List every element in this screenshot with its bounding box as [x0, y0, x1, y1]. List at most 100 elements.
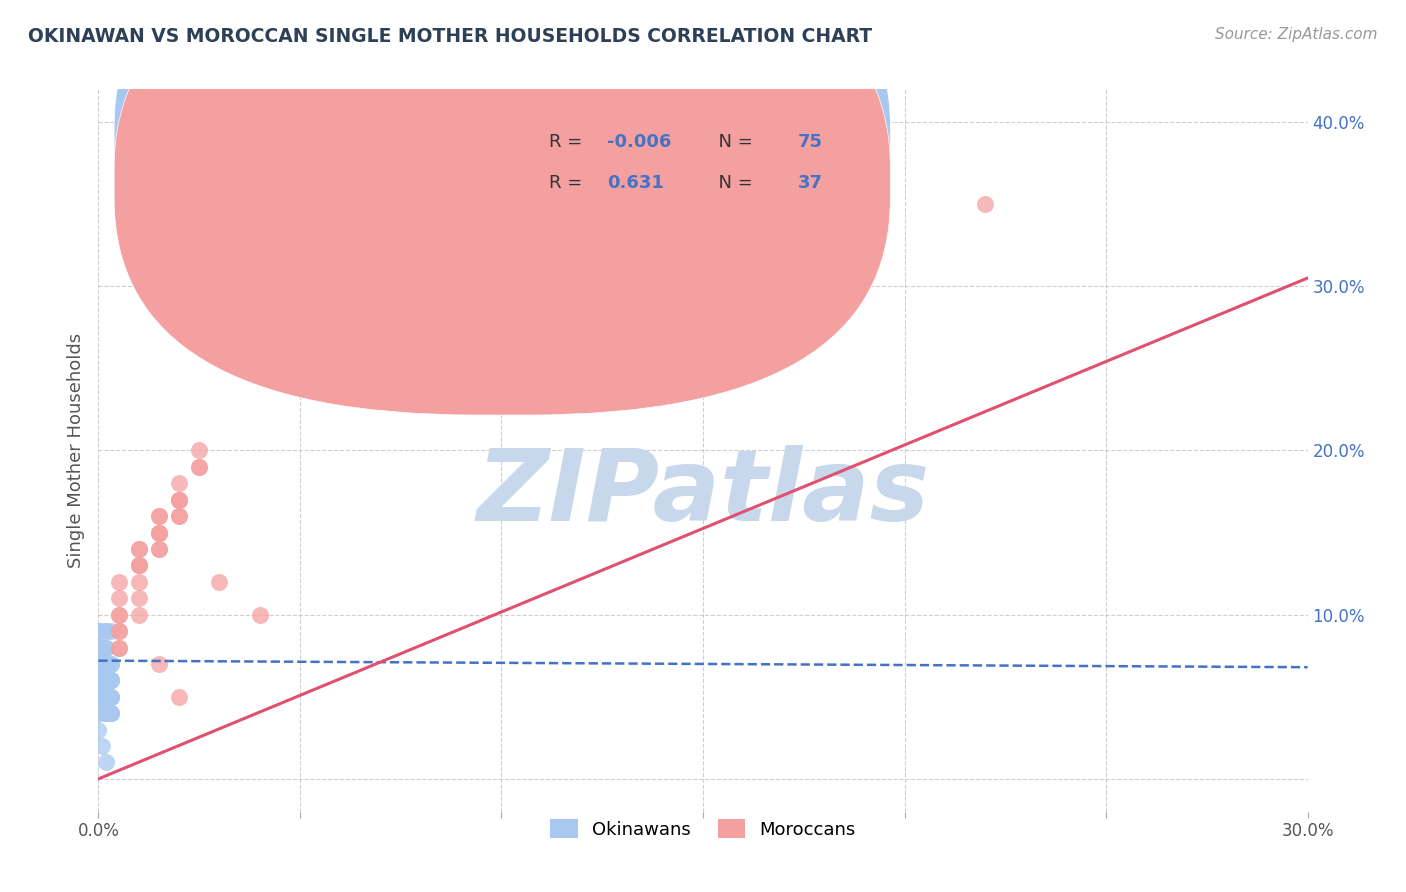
- Point: [148, 525, 170, 540]
- Point: [96, 657, 118, 671]
- Point: [87, 640, 110, 655]
- Point: [91, 640, 114, 655]
- Point: [96, 624, 118, 639]
- Point: [91, 640, 114, 655]
- Point: [167, 509, 190, 524]
- Point: [87, 673, 110, 688]
- Point: [87, 624, 110, 639]
- Point: [87, 657, 110, 671]
- Point: [91, 657, 114, 671]
- Point: [107, 640, 129, 655]
- Point: [96, 690, 118, 704]
- Point: [148, 525, 170, 540]
- Point: [96, 673, 118, 688]
- Point: [167, 509, 190, 524]
- Point: [96, 756, 118, 770]
- Point: [87, 624, 110, 639]
- Point: [96, 657, 118, 671]
- Point: [87, 624, 110, 639]
- Point: [107, 607, 129, 622]
- Point: [128, 558, 150, 573]
- Text: N =: N =: [707, 174, 758, 192]
- Point: [91, 640, 114, 655]
- Point: [107, 624, 129, 639]
- Point: [96, 657, 118, 671]
- Point: [91, 739, 114, 753]
- Point: [96, 673, 118, 688]
- Point: [208, 574, 231, 589]
- Point: [96, 657, 118, 671]
- Point: [96, 706, 118, 721]
- Point: [96, 690, 118, 704]
- Point: [96, 657, 118, 671]
- Point: [128, 558, 150, 573]
- Point: [91, 673, 114, 688]
- Point: [167, 476, 190, 491]
- Point: [100, 673, 122, 688]
- Point: [148, 509, 170, 524]
- Point: [128, 541, 150, 556]
- Point: [91, 690, 114, 704]
- Point: [100, 624, 122, 639]
- Text: 75: 75: [797, 133, 823, 151]
- Point: [148, 657, 170, 671]
- Point: [96, 690, 118, 704]
- Point: [107, 574, 129, 589]
- Point: [96, 706, 118, 721]
- Point: [91, 673, 114, 688]
- Point: [128, 574, 150, 589]
- FancyBboxPatch shape: [449, 103, 824, 216]
- Point: [107, 591, 129, 606]
- Point: [148, 525, 170, 540]
- Point: [87, 640, 110, 655]
- Y-axis label: Single Mother Households: Single Mother Households: [66, 333, 84, 568]
- Text: N =: N =: [707, 133, 758, 151]
- Text: R =: R =: [550, 174, 589, 192]
- Point: [91, 706, 114, 721]
- Point: [100, 706, 122, 721]
- Point: [100, 657, 122, 671]
- Point: [974, 197, 997, 211]
- Point: [96, 657, 118, 671]
- Point: [87, 706, 110, 721]
- Point: [148, 541, 170, 556]
- Point: [100, 690, 122, 704]
- Point: [96, 640, 118, 655]
- Point: [87, 690, 110, 704]
- Point: [107, 607, 129, 622]
- Point: [100, 673, 122, 688]
- Point: [91, 673, 114, 688]
- Point: [128, 607, 150, 622]
- Point: [167, 492, 190, 507]
- Point: [100, 657, 122, 671]
- Text: OKINAWAN VS MOROCCAN SINGLE MOTHER HOUSEHOLDS CORRELATION CHART: OKINAWAN VS MOROCCAN SINGLE MOTHER HOUSE…: [28, 27, 872, 45]
- Point: [96, 706, 118, 721]
- Point: [167, 690, 190, 704]
- Point: [87, 657, 110, 671]
- Point: [91, 657, 114, 671]
- Text: -0.006: -0.006: [607, 133, 672, 151]
- Point: [96, 673, 118, 688]
- Point: [87, 640, 110, 655]
- Point: [87, 723, 110, 737]
- Point: [148, 509, 170, 524]
- Point: [87, 690, 110, 704]
- Point: [188, 443, 211, 458]
- Point: [91, 624, 114, 639]
- Point: [87, 673, 110, 688]
- Point: [96, 624, 118, 639]
- Point: [128, 541, 150, 556]
- Point: [87, 673, 110, 688]
- Point: [100, 690, 122, 704]
- Legend: Okinawans, Moroccans: Okinawans, Moroccans: [543, 813, 863, 846]
- Point: [128, 558, 150, 573]
- Point: [96, 673, 118, 688]
- Text: R =: R =: [550, 133, 589, 151]
- Point: [107, 624, 129, 639]
- Point: [96, 640, 118, 655]
- Text: 0.631: 0.631: [607, 174, 665, 192]
- Point: [91, 690, 114, 704]
- Point: [87, 657, 110, 671]
- Point: [188, 459, 211, 474]
- Point: [91, 690, 114, 704]
